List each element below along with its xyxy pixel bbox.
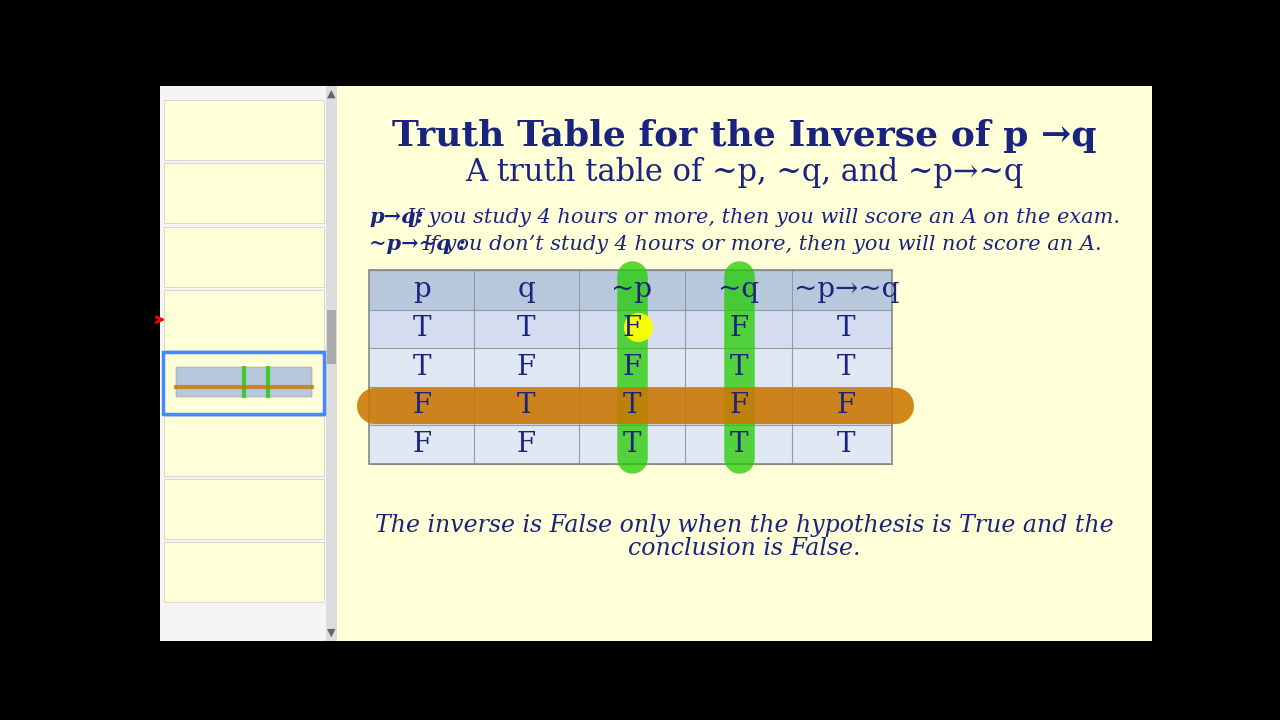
Text: ~p→~q :: ~p→~q : (369, 234, 466, 254)
Bar (164, 542, 324, 603)
Text: ▲: ▲ (326, 89, 335, 99)
Bar (369, 270, 892, 310)
Text: T: T (730, 431, 749, 458)
Text: ~q: ~q (718, 276, 759, 303)
Text: F: F (730, 315, 749, 343)
Text: F: F (622, 315, 641, 343)
Text: F: F (517, 354, 536, 381)
Bar (175, 366, 312, 397)
Text: If you study 4 hours or more, then you will score an A on the exam.: If you study 4 hours or more, then you w… (407, 208, 1120, 227)
Bar (369, 426, 892, 464)
Bar (163, 352, 324, 414)
Bar (369, 348, 892, 387)
Text: p: p (412, 276, 430, 303)
Text: If you don’t study 4 hours or more, then you will not score an A.: If you don’t study 4 hours or more, then… (422, 235, 1102, 253)
Text: T: T (623, 431, 641, 458)
Text: T: T (837, 354, 855, 381)
Text: ▼: ▼ (326, 628, 335, 638)
Bar (326, 310, 335, 364)
Text: ~p: ~p (612, 276, 653, 303)
Text: T: T (412, 315, 431, 343)
Text: T: T (517, 392, 535, 420)
Text: q: q (517, 276, 535, 303)
Bar (369, 270, 892, 464)
Text: T: T (623, 392, 641, 420)
Text: T: T (517, 315, 535, 343)
Bar (160, 86, 337, 641)
Bar (337, 86, 1152, 641)
Text: T: T (837, 315, 855, 343)
Bar (164, 100, 324, 161)
Text: Truth Table for the Inverse of p →q: Truth Table for the Inverse of p →q (392, 120, 1097, 153)
Bar (326, 86, 337, 641)
Text: F: F (412, 431, 431, 458)
Bar (164, 289, 324, 350)
Text: T: T (837, 431, 855, 458)
Text: F: F (412, 392, 431, 420)
Bar (164, 479, 324, 539)
Text: T: T (730, 354, 749, 381)
Text: A truth table of ~p, ~q, and ~p→~q: A truth table of ~p, ~q, and ~p→~q (465, 157, 1024, 188)
Bar (369, 310, 892, 348)
Bar (164, 353, 324, 413)
Bar (369, 387, 892, 426)
Text: ~p→~q: ~p→~q (794, 276, 899, 303)
Text: F: F (517, 431, 536, 458)
Text: F: F (730, 392, 749, 420)
Text: The inverse is False only when the hypothesis is True and the: The inverse is False only when the hypot… (375, 514, 1114, 537)
Text: conclusion is False.: conclusion is False. (628, 537, 860, 560)
Bar (164, 227, 324, 287)
Text: F: F (622, 354, 641, 381)
Bar (164, 416, 324, 476)
Text: F: F (837, 392, 856, 420)
Text: T: T (412, 354, 431, 381)
Text: p→q:: p→q: (369, 207, 424, 228)
Bar (164, 163, 324, 223)
